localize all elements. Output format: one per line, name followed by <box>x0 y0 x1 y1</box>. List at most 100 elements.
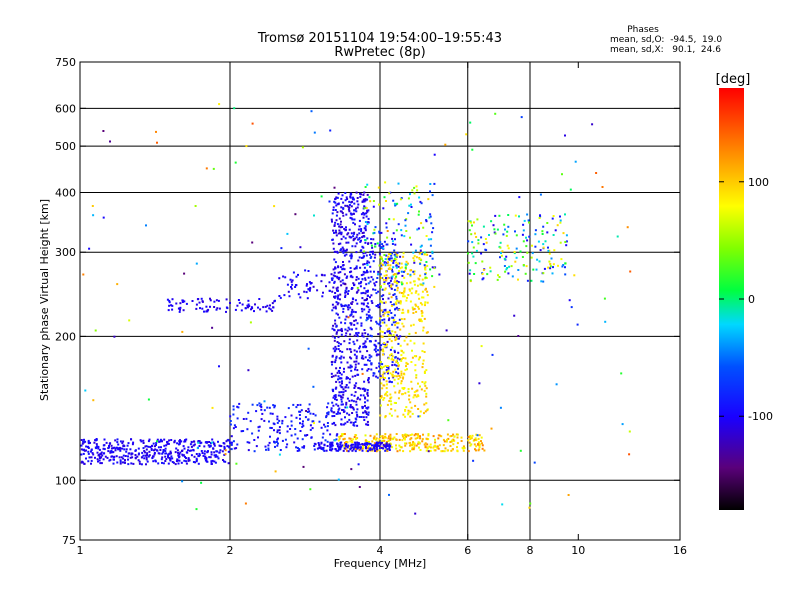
data-point <box>426 290 429 293</box>
data-point <box>342 249 345 252</box>
data-point <box>326 440 329 443</box>
chart-title: Tromsø 20151104 19:54:00–19:55:43 <box>257 31 502 46</box>
data-point <box>87 441 90 444</box>
data-point <box>375 446 378 449</box>
data-point <box>126 444 129 447</box>
data-point <box>143 457 146 460</box>
data-point <box>356 397 359 400</box>
data-point <box>366 420 369 423</box>
data-point <box>364 227 367 230</box>
data-point <box>552 215 555 217</box>
data-point <box>230 443 233 446</box>
data-point <box>142 454 145 457</box>
data-point <box>333 280 336 283</box>
data-point <box>345 286 348 289</box>
data-point <box>182 445 185 448</box>
data-point <box>330 409 333 412</box>
data-point <box>451 448 454 451</box>
data-point <box>360 213 363 216</box>
data-point <box>301 146 304 149</box>
data-point <box>380 267 383 270</box>
data-point <box>450 435 453 437</box>
data-point <box>365 345 368 348</box>
data-point <box>389 433 392 436</box>
data-point <box>449 445 452 447</box>
data-point <box>110 444 113 447</box>
data-point <box>350 311 353 313</box>
data-point <box>480 252 483 255</box>
data-point <box>503 257 506 260</box>
data-point <box>255 410 258 413</box>
data-point <box>341 246 344 249</box>
data-point <box>215 308 218 311</box>
data-point <box>386 365 389 367</box>
data-point <box>460 436 463 439</box>
colorbar-tick-label: -100 <box>748 410 773 423</box>
data-point <box>357 228 360 231</box>
data-point <box>148 450 151 453</box>
data-point <box>349 267 352 269</box>
data-point <box>380 442 382 445</box>
data-point <box>340 400 343 403</box>
data-point <box>232 413 235 416</box>
data-point <box>362 291 365 294</box>
data-point <box>297 293 300 296</box>
data-point <box>379 321 382 324</box>
data-point <box>357 463 360 466</box>
data-point <box>313 448 316 451</box>
data-point <box>338 225 341 228</box>
data-point <box>333 186 336 189</box>
data-point <box>421 296 424 299</box>
data-point <box>302 465 305 468</box>
data-point <box>337 345 340 347</box>
data-point <box>348 378 351 381</box>
data-point <box>330 445 333 448</box>
data-point <box>393 253 396 256</box>
data-point <box>82 452 85 455</box>
data-point <box>381 441 384 444</box>
data-point <box>389 332 392 335</box>
data-point <box>421 290 424 293</box>
data-point <box>332 229 335 232</box>
data-point <box>399 335 402 338</box>
data-point <box>352 235 355 238</box>
data-point <box>127 455 129 458</box>
data-point <box>292 403 295 406</box>
data-point <box>268 441 271 444</box>
data-point <box>395 322 398 325</box>
data-point <box>424 384 427 387</box>
data-point <box>433 153 436 156</box>
data-point <box>398 291 401 294</box>
data-point <box>153 453 156 456</box>
data-point <box>333 225 336 227</box>
data-point <box>504 270 507 273</box>
data-point <box>385 200 387 202</box>
data-point <box>234 426 237 428</box>
data-point <box>149 446 152 448</box>
data-point <box>330 410 333 413</box>
data-point <box>341 279 344 282</box>
data-point <box>391 373 394 376</box>
data-point <box>499 246 502 249</box>
data-point <box>87 442 90 445</box>
data-point <box>417 442 420 445</box>
data-point <box>372 232 375 235</box>
data-point <box>340 305 343 308</box>
data-point <box>411 356 414 359</box>
data-point <box>387 258 390 260</box>
data-point <box>230 435 233 438</box>
data-point <box>355 400 358 403</box>
data-point <box>372 278 375 281</box>
data-point <box>423 372 426 374</box>
data-point <box>385 254 388 257</box>
data-point <box>429 255 432 257</box>
data-point <box>415 310 418 313</box>
data-point <box>396 280 399 283</box>
data-point <box>336 442 339 445</box>
data-point <box>355 327 358 330</box>
data-point <box>403 289 406 292</box>
data-point <box>395 261 398 264</box>
data-point <box>322 447 325 450</box>
data-point <box>92 399 95 402</box>
data-point <box>477 239 480 242</box>
